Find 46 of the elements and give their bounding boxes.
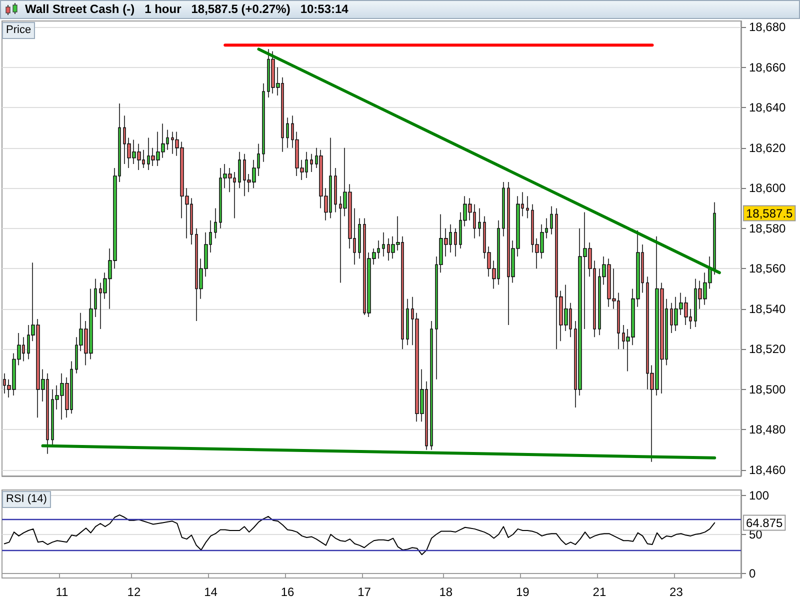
candlestick — [262, 83, 265, 162]
candlestick — [286, 117, 289, 148]
y-tick-label: 18,600 — [749, 181, 786, 196]
y-tick-label: 18,540 — [749, 302, 786, 316]
x-tick-label: 19 — [516, 585, 530, 599]
x-tick-label: 12 — [127, 585, 141, 599]
y-tick-label: 18,580 — [749, 221, 786, 236]
y-tick-label: 100 — [749, 488, 770, 502]
text: 18,587.5 — [746, 206, 794, 220]
candlestick — [478, 208, 481, 237]
candlestick — [713, 202, 716, 276]
candlestick — [430, 320, 433, 450]
y-axis-title: RSI (14) — [2, 491, 51, 508]
x-tick-label: 11 — [56, 585, 69, 599]
x-tick-label: 17 — [358, 585, 372, 599]
y-tick-label: 18,620 — [749, 140, 786, 155]
candlestick — [238, 151, 241, 188]
x-tick-label: 21 — [592, 585, 606, 599]
y-tick-label: 50 — [749, 527, 763, 542]
x-tick-label: 16 — [280, 585, 295, 599]
y-tick-label: 18,640 — [749, 100, 786, 115]
x-tick-label: 18 — [439, 585, 453, 599]
candlestick — [310, 153, 313, 172]
y-tick-label: 18,680 — [749, 20, 786, 34]
y-tick-label: 18,500 — [749, 382, 786, 396]
y-tick-label: 18,460 — [749, 462, 786, 477]
candlestick — [382, 232, 385, 257]
y-tick-label: 18,520 — [749, 342, 786, 356]
candlestick — [502, 182, 505, 237]
y-axis-title: Price — [2, 22, 36, 39]
x-tick-label: 14 — [204, 585, 218, 599]
text: 64.875 — [746, 516, 784, 530]
y-tick-label: 18,480 — [749, 422, 786, 437]
y-tick-label: 18,560 — [749, 262, 786, 276]
y-tick-label: 18,660 — [749, 60, 786, 74]
candlestick — [526, 196, 529, 219]
y-tick-label: 0 — [749, 566, 756, 580]
candlestick — [454, 228, 457, 257]
candlestick — [214, 208, 217, 239]
x-tick-label: 23 — [670, 585, 684, 599]
candlestick — [406, 298, 409, 346]
chart-title: Wall Street Cash (-) 1 hour 18,587.5 (+0.27%) 10:53:14 — [25, 1, 348, 18]
candlestick — [550, 206, 553, 235]
candlestick — [358, 218, 361, 259]
candlestick — [334, 168, 337, 213]
line-series — [4, 514, 716, 556]
